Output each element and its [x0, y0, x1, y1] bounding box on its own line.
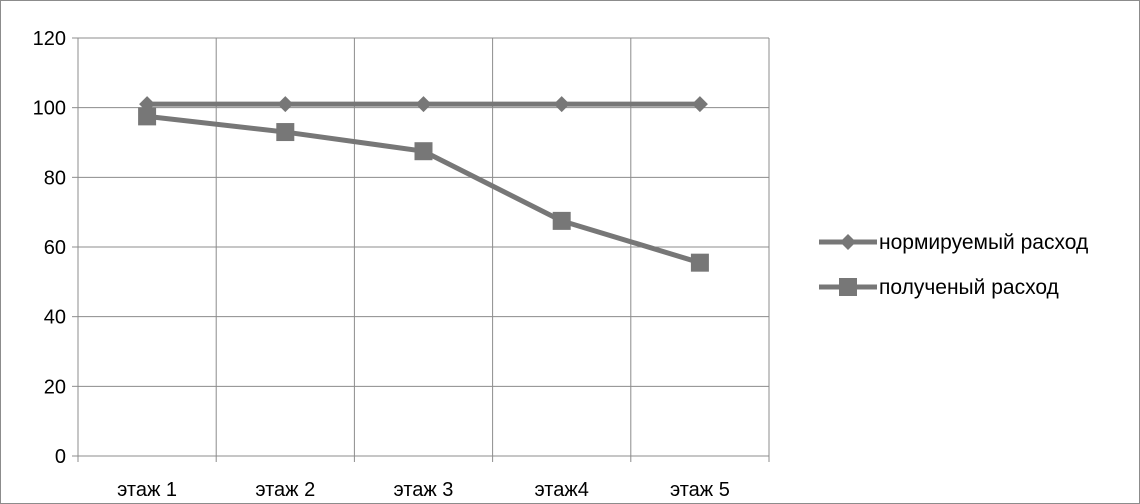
y-tick-label: 40 [44, 307, 66, 329]
series [138, 96, 709, 272]
y-tick-label: 100 [33, 98, 66, 120]
y-tick-label: 120 [33, 28, 66, 50]
x-tick-labels: этаж 1 этаж 2 этаж 3 этаж4 этаж 5 [117, 479, 730, 501]
series-2 [138, 107, 709, 272]
series-line [146, 113, 701, 266]
square-data-point [276, 123, 295, 142]
x-tick-label: этаж 2 [255, 479, 315, 501]
x-tick-label: этаж 1 [117, 479, 177, 501]
y-tick-labels: 0 20 40 60 80 100 120 [33, 28, 66, 468]
diamond-data-point [553, 96, 570, 113]
legend-label: полученый расход [879, 276, 1059, 299]
legend-square-marker [839, 278, 857, 296]
y-tick-label: 20 [44, 376, 66, 398]
legend-item: полученый расход [819, 276, 1059, 299]
x-tick-label: этаж4 [535, 479, 589, 501]
square-data-point [552, 211, 571, 230]
diamond-data-point [691, 96, 708, 113]
square-data-point [414, 142, 433, 161]
x-tick-label: этаж 5 [670, 479, 730, 501]
legend-diamond-marker [840, 234, 856, 250]
grid [72, 37, 770, 462]
diamond-data-point [277, 96, 294, 113]
square-data-point [138, 107, 157, 126]
legend: нормируемый расход полученый расход [819, 231, 1088, 299]
axes [77, 38, 769, 457]
series-1 [139, 96, 708, 113]
diamond-data-point [415, 96, 432, 113]
legend-label: нормируемый расход [879, 231, 1088, 254]
y-tick-label: 60 [44, 237, 66, 259]
square-data-point [690, 253, 709, 272]
legend-item: нормируемый расход [819, 231, 1088, 254]
x-tick-label: этаж 3 [394, 479, 454, 501]
y-tick-label: 0 [55, 446, 66, 468]
y-tick-label: 80 [44, 167, 66, 189]
